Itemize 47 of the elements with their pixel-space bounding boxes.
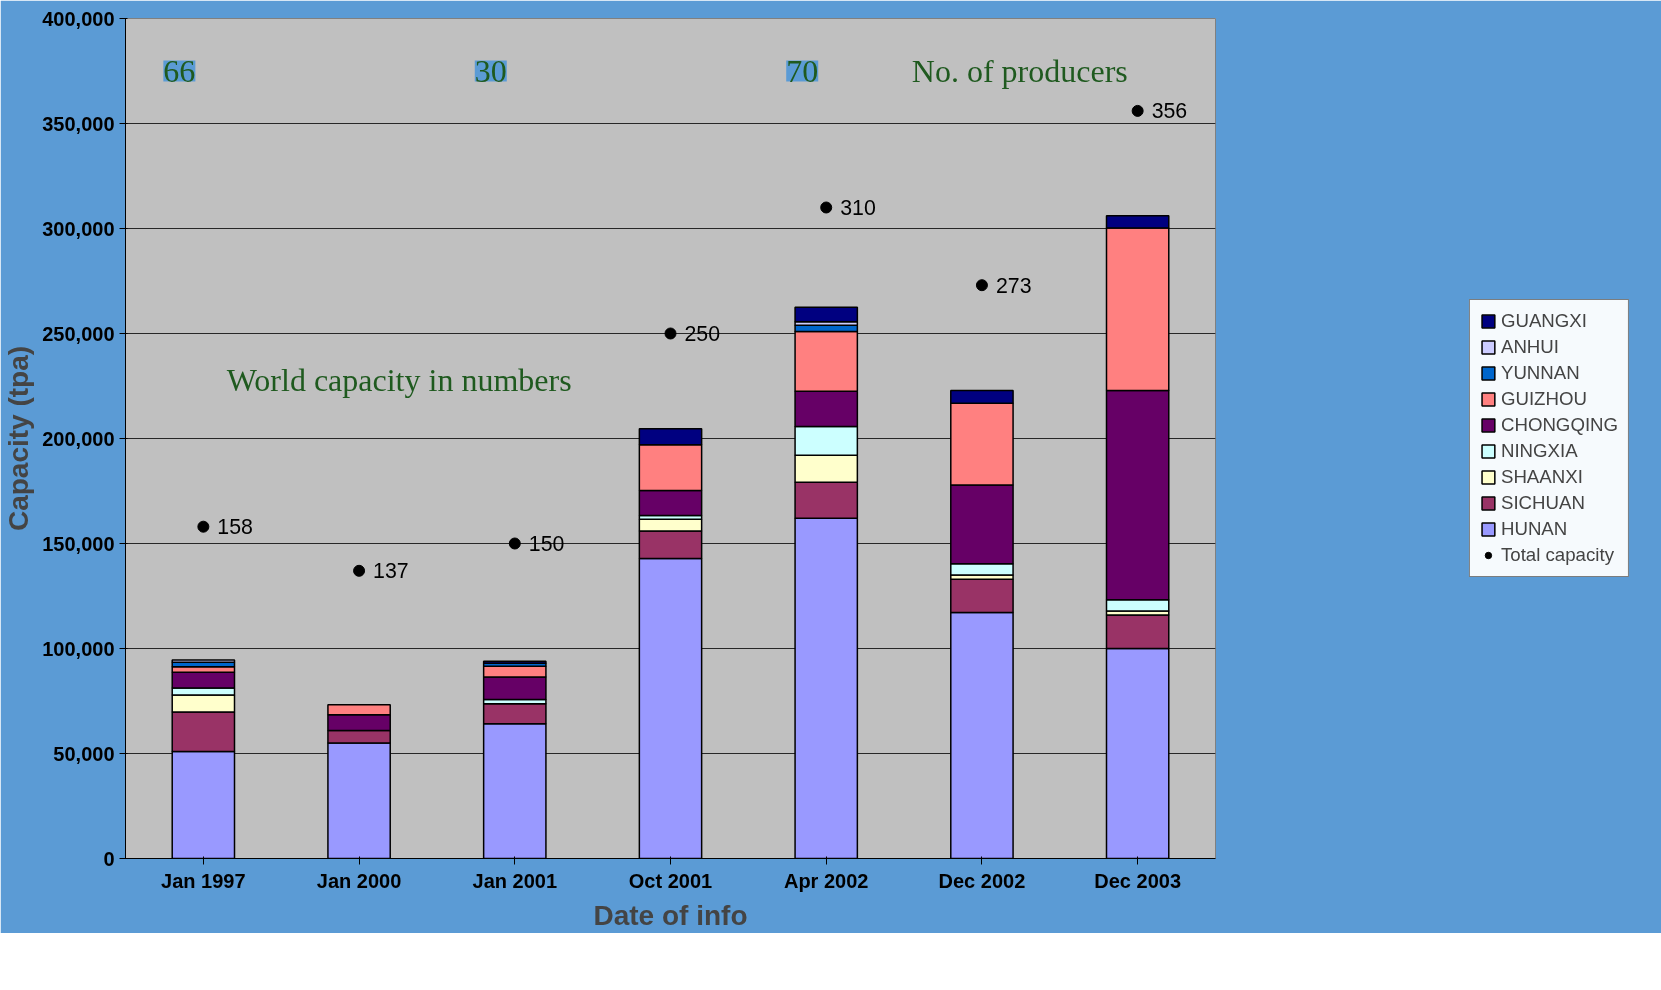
legend-label: NINGXIA [1500, 440, 1578, 462]
x-tick-label: Oct 2001 [628, 869, 713, 892]
y-tick-label: 50,000 [53, 742, 115, 765]
point [1131, 104, 1144, 117]
point [508, 537, 521, 550]
annotation: World capacity in numbers [226, 361, 572, 398]
y-tick-label: 0 [103, 847, 115, 870]
point [353, 564, 366, 577]
point [975, 279, 988, 292]
x-tick-label: Apr 2002 [783, 869, 869, 892]
legend-label: GUIZHOU [1500, 388, 1587, 410]
annotation: No. of producers [911, 53, 1128, 89]
point [664, 327, 677, 340]
y-tick-label: 300,000 [42, 217, 115, 240]
y-tick-label: 100,000 [42, 637, 115, 660]
legend-label: ANHUI [1500, 336, 1559, 358]
legend-label: GUANGXI [1500, 310, 1587, 332]
x-tick-label: Dec 2002 [938, 869, 1026, 892]
point [820, 201, 833, 214]
annotation: 30 [474, 52, 507, 89]
point [197, 520, 210, 533]
legend-label: SICHUAN [1500, 492, 1585, 514]
data-label: 158 [217, 515, 253, 540]
bar [794, 306, 859, 323]
data-label: 310 [840, 196, 876, 220]
x-tick-label: Jan 1997 [161, 869, 246, 892]
y-tick-label: 200,000 [42, 427, 115, 450]
annotation: 70 [786, 52, 819, 89]
y-tick-label: 250,000 [42, 322, 115, 345]
y-tick-label: 400,000 [42, 7, 115, 30]
y-tick-label: 350,000 [42, 112, 115, 135]
y-tick-label: 150,000 [42, 532, 115, 555]
annotation: 66 [163, 52, 196, 89]
legend-label: YUNNAN [1500, 362, 1580, 384]
legend-label: HUNAN [1500, 518, 1568, 540]
legend-label: SHAANXI [1500, 466, 1583, 488]
legend-label: CHONGQING [1500, 414, 1619, 436]
y-axis-title: Capacity (tpa) [3, 345, 35, 532]
data-label: 137 [373, 559, 409, 584]
x-tick-label: Jan 2001 [472, 869, 558, 892]
x-tick-label: Jan 2000 [316, 869, 402, 892]
bar [171, 659, 236, 664]
data-label: 273 [995, 273, 1032, 298]
x-axis-title: Date of info [593, 899, 748, 931]
data-label: 356 [1151, 99, 1188, 124]
legend-label: Total capacity [1500, 544, 1614, 566]
x-tick-label: Dec 2003 [1094, 869, 1182, 892]
